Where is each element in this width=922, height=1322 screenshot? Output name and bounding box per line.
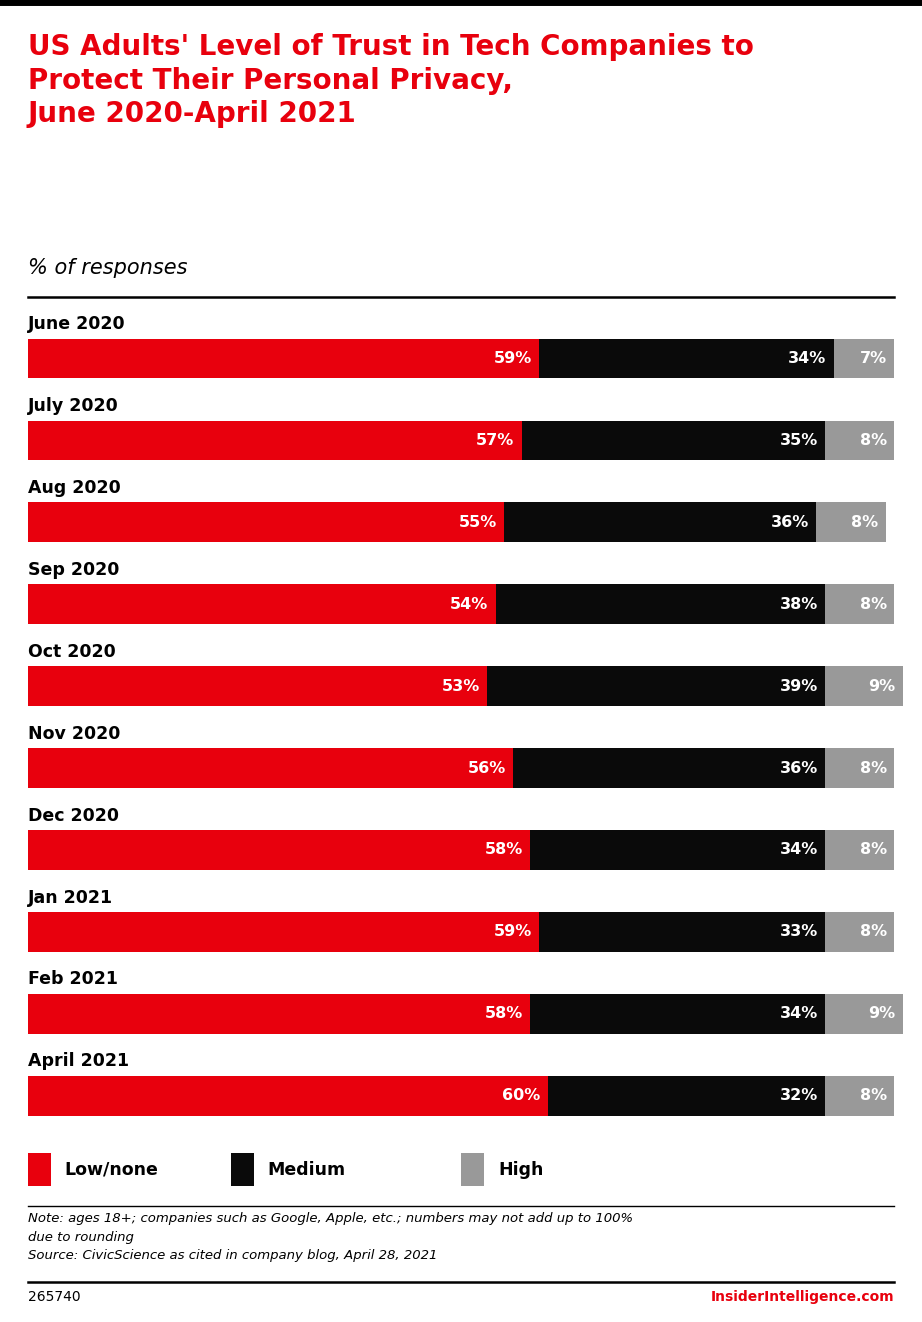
Bar <box>28 338 539 378</box>
Text: 9%: 9% <box>869 1006 895 1022</box>
Text: 35%: 35% <box>779 432 818 448</box>
Bar <box>833 338 894 378</box>
Text: US Adults' Level of Trust in Tech Companies to
Protect Their Personal Privacy,
J: US Adults' Level of Trust in Tech Compan… <box>28 33 753 128</box>
Bar <box>28 666 487 706</box>
Text: Low/none: Low/none <box>65 1161 159 1179</box>
Text: 54%: 54% <box>450 596 489 612</box>
Text: 38%: 38% <box>779 596 818 612</box>
Text: 60%: 60% <box>502 1088 540 1104</box>
Text: 8%: 8% <box>851 514 879 530</box>
Text: 57%: 57% <box>476 432 514 448</box>
Text: 8%: 8% <box>860 1088 887 1104</box>
Bar <box>28 420 522 460</box>
Bar <box>825 584 894 624</box>
Bar <box>230 1153 254 1187</box>
Bar <box>513 748 825 788</box>
Bar <box>504 502 816 542</box>
Bar <box>522 420 825 460</box>
Bar <box>28 994 530 1034</box>
Text: 32%: 32% <box>779 1088 818 1104</box>
Bar <box>530 830 825 870</box>
Text: 39%: 39% <box>779 678 818 694</box>
Text: Medium: Medium <box>267 1161 346 1179</box>
Text: 36%: 36% <box>771 514 809 530</box>
Text: 8%: 8% <box>860 924 887 940</box>
Text: 53%: 53% <box>442 678 479 694</box>
Text: 58%: 58% <box>485 1006 523 1022</box>
Text: 59%: 59% <box>493 350 532 366</box>
Bar <box>530 994 825 1034</box>
Bar <box>825 666 903 706</box>
Bar <box>496 584 825 624</box>
Text: 34%: 34% <box>788 350 826 366</box>
Bar <box>28 1076 548 1116</box>
Text: Oct 2020: Oct 2020 <box>28 642 115 661</box>
Bar <box>539 912 825 952</box>
Text: July 2020: July 2020 <box>28 397 118 415</box>
Text: 8%: 8% <box>860 760 887 776</box>
Bar <box>461 1153 484 1187</box>
Text: Aug 2020: Aug 2020 <box>28 479 121 497</box>
Bar <box>548 1076 825 1116</box>
Text: High: High <box>498 1161 543 1179</box>
Text: 265740: 265740 <box>28 1290 80 1305</box>
Text: 9%: 9% <box>869 678 895 694</box>
Text: 55%: 55% <box>459 514 497 530</box>
Bar <box>28 1153 51 1187</box>
Bar <box>825 420 894 460</box>
Text: 36%: 36% <box>779 760 818 776</box>
Text: 8%: 8% <box>860 842 887 858</box>
Bar <box>816 502 886 542</box>
Text: Dec 2020: Dec 2020 <box>28 806 119 825</box>
Text: InsiderIntelligence.com: InsiderIntelligence.com <box>711 1290 894 1305</box>
Text: 56%: 56% <box>467 760 505 776</box>
Text: % of responses: % of responses <box>28 258 187 278</box>
Text: Jan 2021: Jan 2021 <box>28 888 112 907</box>
Text: 7%: 7% <box>860 350 887 366</box>
Text: 33%: 33% <box>779 924 818 940</box>
Text: 8%: 8% <box>860 596 887 612</box>
Text: 34%: 34% <box>779 1006 818 1022</box>
Text: 58%: 58% <box>485 842 523 858</box>
Bar <box>28 584 496 624</box>
Bar <box>825 748 894 788</box>
Text: Feb 2021: Feb 2021 <box>28 970 118 989</box>
Bar <box>487 666 825 706</box>
Text: 8%: 8% <box>860 432 887 448</box>
Text: Sep 2020: Sep 2020 <box>28 561 119 579</box>
Bar <box>825 830 894 870</box>
Bar <box>825 912 894 952</box>
Text: 34%: 34% <box>779 842 818 858</box>
Bar <box>28 502 504 542</box>
Text: Note: ages 18+; companies such as Google, Apple, etc.; numbers may not add up to: Note: ages 18+; companies such as Google… <box>28 1212 632 1263</box>
Bar <box>825 994 903 1034</box>
Text: June 2020: June 2020 <box>28 315 125 333</box>
Bar <box>825 1076 894 1116</box>
Bar <box>28 830 530 870</box>
Text: April 2021: April 2021 <box>28 1052 129 1071</box>
Bar <box>539 338 833 378</box>
Bar <box>28 748 513 788</box>
Text: 59%: 59% <box>493 924 532 940</box>
Text: Nov 2020: Nov 2020 <box>28 724 120 743</box>
Bar <box>28 912 539 952</box>
